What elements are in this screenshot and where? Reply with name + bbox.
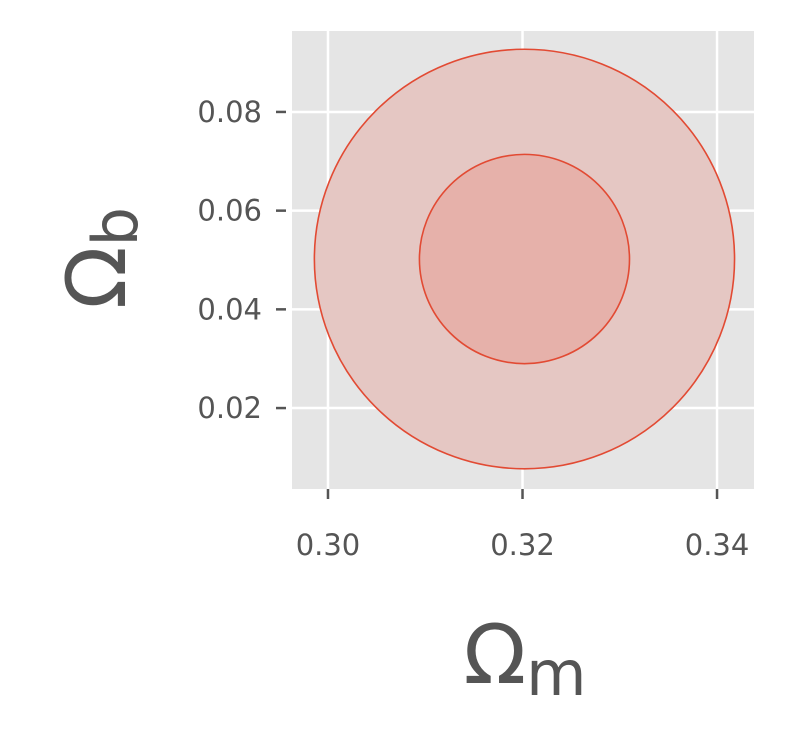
x-tick-label-0: 0.30 bbox=[296, 528, 361, 562]
x-tick-label-1: 0.32 bbox=[490, 528, 555, 562]
x-axis-label-main: Ω bbox=[463, 608, 526, 703]
y-tick-label-1: 0.04 bbox=[197, 292, 262, 326]
x-tick-label-2: 0.34 bbox=[685, 528, 750, 562]
x-axis-ticks: 0.30 0.32 0.34 bbox=[296, 489, 750, 562]
y-axis-label-main: Ω bbox=[50, 246, 145, 309]
x-axis-label: Ωm bbox=[463, 608, 586, 710]
y-tick-label-0: 0.02 bbox=[197, 391, 262, 425]
y-tick-label-3: 0.08 bbox=[197, 95, 262, 129]
x-axis-label-subscript: m bbox=[526, 637, 586, 710]
y-axis-label: Ωb bbox=[50, 207, 152, 309]
y-tick-label-2: 0.06 bbox=[197, 194, 262, 228]
y-axis-label-subscript: b bbox=[79, 207, 152, 246]
contour-regions bbox=[313, 48, 736, 470]
y-axis-ticks: 0.02 0.04 0.06 0.08 bbox=[197, 95, 286, 425]
contour-inner bbox=[418, 153, 631, 365]
